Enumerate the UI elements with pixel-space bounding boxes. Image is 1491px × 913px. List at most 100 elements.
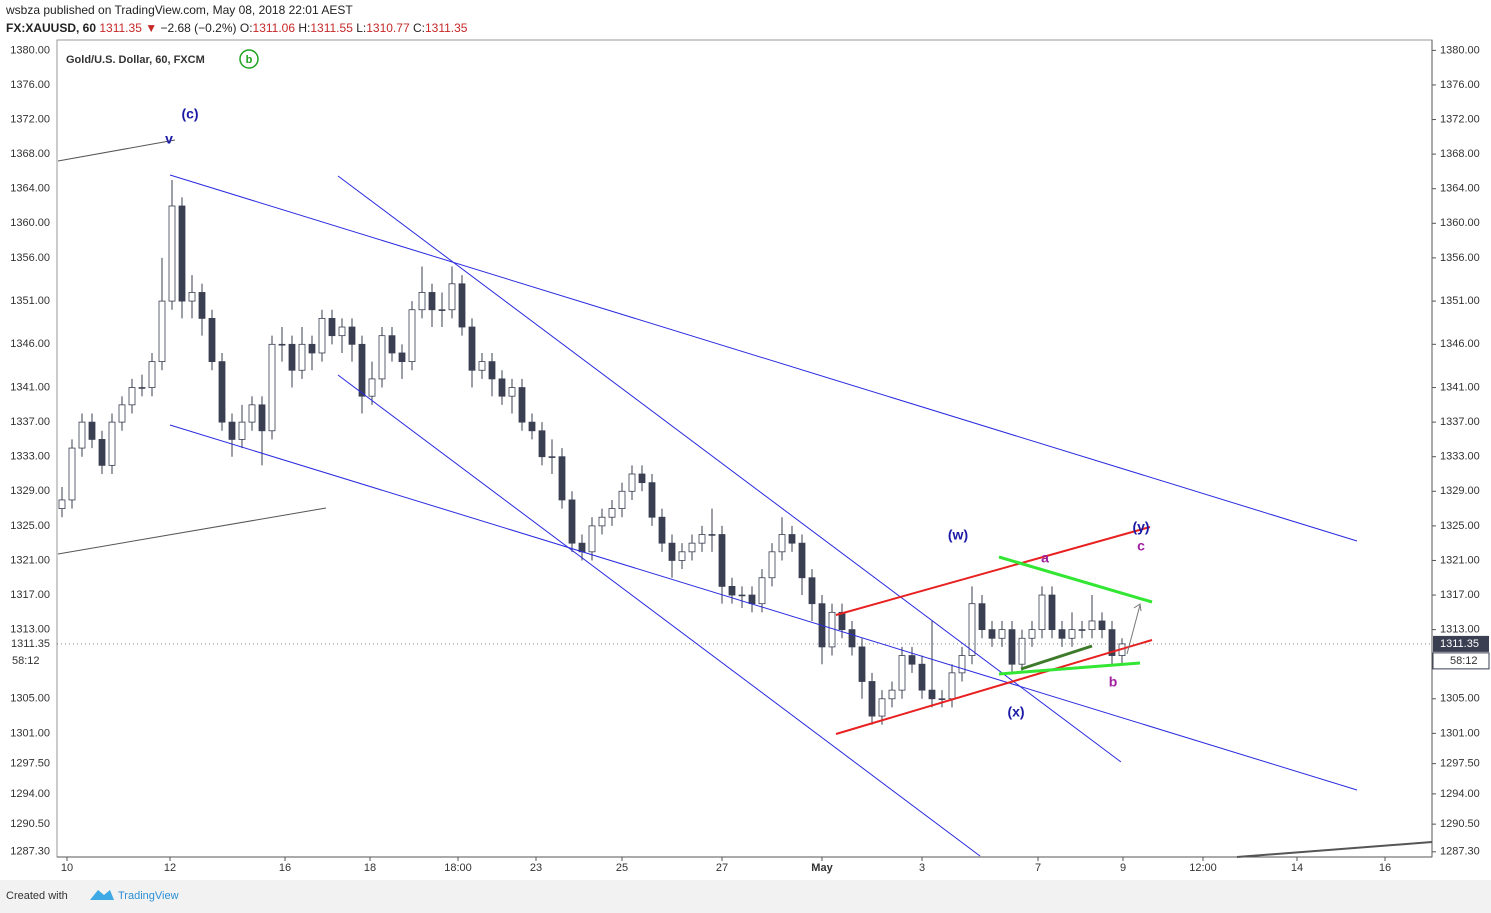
x-tick-label: 14 [1291,862,1303,874]
candle-body [138,387,146,389]
y-tick-label-left: 1290.50 [10,818,50,830]
o: 1311.06 [253,21,296,35]
candle-body [278,343,286,346]
trend-line [169,424,1358,791]
wave-label: v [165,131,173,147]
y-tick-label: 1301.00 [1440,727,1480,739]
candle-body [178,205,186,302]
candle-body [528,421,536,432]
candle-body [228,421,236,440]
x-tick-label: 12:00 [1189,862,1217,874]
candle-body [108,421,116,466]
y-tick-label: 1333.00 [1440,451,1480,463]
x-tick-label: 3 [919,862,925,874]
chart-title: Gold/U.S. Dollar, 60, FXCM [66,54,205,66]
candle-body [268,343,276,432]
y-tick-label-left: 1301.00 [10,727,50,739]
candle-body [98,439,106,466]
countdown-left: 58:12 [12,655,40,667]
y-tick-label: 1313.00 [1440,624,1480,636]
candle-body [688,542,696,553]
publish-info: wsbza published on TradingView.com, May … [5,3,353,17]
wave-label: (y) [1132,519,1149,535]
candle-body [808,577,816,605]
last: 1311.35 [99,21,142,35]
candles [58,180,1126,725]
candle-body [1038,594,1046,631]
h: 1311.55 [310,21,353,35]
wave-label: (w) [948,527,968,543]
trend-line [57,139,176,162]
candle-body [1048,594,1056,631]
y-tick-label-left: 1341.00 [10,381,50,393]
candle-body [298,343,306,371]
candle-body [118,404,126,423]
y-tick-label: 1337.00 [1440,416,1480,428]
candle-body [1068,629,1076,639]
candle-body [348,326,356,345]
wave-label: (c) [181,106,198,122]
candle-body [898,655,906,691]
brand[interactable]: TradingView [118,890,179,902]
candle-body [458,283,466,328]
l-label: L: [356,21,366,35]
y-tick-label-left: 1360.00 [10,217,50,229]
candle-body [658,516,666,544]
y-tick-label: 1360.00 [1440,217,1480,229]
candle-body [308,343,316,354]
candle-body [1108,629,1116,656]
y-tick-label: 1294.00 [1440,788,1480,800]
y-tick-label-left: 1305.00 [10,693,50,705]
candle-body [648,482,656,518]
x-tick-label: 12 [164,862,176,874]
triangle-line [998,661,1141,676]
candle-body [628,473,636,492]
countdown-tag-left [8,652,56,669]
countdown-tag [1432,652,1490,670]
candle-body [318,317,326,354]
ohlc-line: FX:XAUUSD, 60 1311.35 ▼ −2.68 (−0.2%) O:… [6,21,468,35]
drawings [57,139,1433,858]
y-tick-label: 1372.00 [1440,113,1480,125]
candle-body [988,629,996,639]
x-tick-label: 16 [279,862,291,874]
candle-body [778,534,786,553]
h-label: H: [298,21,310,35]
channel-line [835,526,1151,616]
trend-line [337,175,1122,763]
candle-body [1088,620,1096,631]
candle-body [128,387,136,406]
candle-body [428,292,436,311]
y-tick-label-left: 1364.00 [10,183,50,195]
y-tick-label: 1356.00 [1440,252,1480,264]
candle-body [378,335,386,380]
y-tick-label: 1305.00 [1440,693,1480,705]
candle-body [1078,629,1086,631]
candle-body [708,534,716,536]
x-tick-label: 27 [716,862,728,874]
last-price-label-left: 1311.35 [11,638,50,650]
y-tick-label: 1341.00 [1440,381,1480,393]
candle-body [158,300,166,363]
change-icon: ▼ [145,21,157,35]
candle-body [408,309,416,363]
countdown: 58:12 [1450,655,1478,667]
candle-body [418,292,426,311]
candle-body [948,672,956,700]
candle-body [558,456,566,501]
candle-body [148,361,156,388]
y-tick-label-left: 1376.00 [10,79,50,91]
x-tick-label: 16 [1379,862,1391,874]
candle-body [68,447,76,501]
y-tick-label-left: 1337.00 [10,416,50,428]
change: −2.68 (−0.2%) [160,21,236,35]
trend-line [337,374,981,857]
y-tick-label: 1329.00 [1440,485,1480,497]
x-tick-label: 9 [1120,862,1126,874]
y-tick-label-left: 1333.00 [10,451,50,463]
x-tick-label: 25 [616,862,628,874]
y-tick-label: 1287.30 [1440,846,1480,858]
